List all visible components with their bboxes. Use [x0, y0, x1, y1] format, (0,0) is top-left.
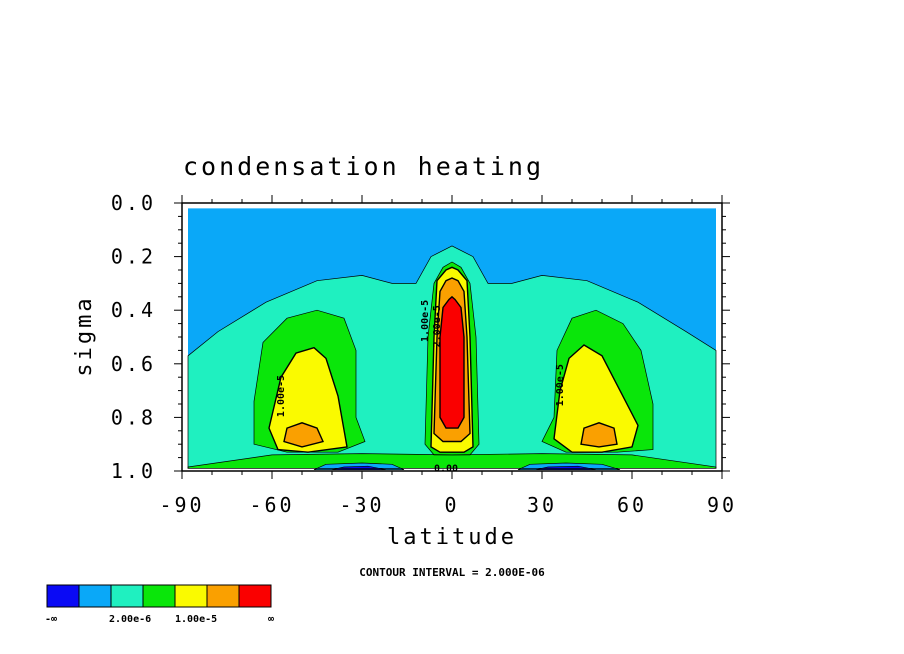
y-tick-label: 0.4	[111, 298, 156, 322]
contour-line-sh-midlat-green	[253, 309, 366, 453]
x-axis-label: latitude	[387, 525, 517, 550]
x-tick-label: 30	[527, 493, 557, 517]
x-tick-label: -60	[249, 493, 294, 517]
contour-label: 1.00e-5	[420, 300, 431, 342]
contour-line-nh-midlat-yellow	[553, 344, 639, 453]
colorbar-swatch	[78, 584, 112, 608]
y-tick-label: 0.8	[111, 405, 156, 429]
contour-line-sh-midlat-orange	[283, 422, 324, 448]
contour-line-mid-troposphere	[187, 245, 717, 469]
colorbar-swatch	[142, 584, 176, 608]
colorbar	[46, 584, 272, 608]
contour-line-tropics-red	[439, 295, 465, 429]
contour-label: 1.00e-5	[276, 375, 287, 417]
contour-region-nh-midlat-yellow	[554, 345, 638, 453]
contour-labels: 1.00e-51.00e-5 2.00e-51.00e-50.00	[276, 300, 566, 474]
y-tick-label: 0.6	[111, 352, 156, 376]
contour-label: 2.00e-5	[432, 305, 443, 347]
y-tick-label: 0.0	[111, 191, 156, 215]
colorbar-swatch	[238, 584, 272, 608]
chart-title: condensation heating	[183, 152, 544, 181]
y-tick-labels: 0.0 0.2 0.4 0.6 0.8 1.0	[111, 191, 156, 483]
contour-line-nh-midlat-orange	[580, 422, 618, 448]
colorbar-label: ∞	[268, 614, 274, 625]
contour-line-tropics-yellow	[430, 266, 474, 453]
contour-label: 1.00e-5	[555, 364, 566, 406]
x-tick-labels: -90 -60 -30 0 30 60 90	[159, 493, 737, 517]
contour-line-surface-green	[187, 453, 717, 469]
contour-region-sh-midlat-orange	[284, 422, 323, 447]
x-tick-label: -90	[159, 493, 204, 517]
colorbar-label: -∞	[45, 614, 57, 625]
y-axis-label: sigma	[72, 295, 97, 376]
contour-interval-note: CONTOUR INTERVAL = 2.000E-06	[359, 566, 545, 579]
contour-line-nh-surface-cooling-cyan	[517, 462, 621, 471]
y-tick-label: 0.2	[111, 245, 156, 269]
colorbar-swatch	[110, 584, 144, 608]
colorbar-swatch	[46, 584, 80, 608]
colorbar-label: 1.00e-5	[175, 614, 217, 625]
colorbar-labels: -∞ 2.00e-6 1.00e-5 ∞	[45, 614, 274, 625]
contour-lines	[187, 245, 717, 471]
contour-line-tropics-orange	[433, 277, 471, 443]
x-tick-label: -30	[339, 493, 384, 517]
contour-line-sh-midlat-yellow	[268, 346, 348, 453]
colorbar-swatch	[206, 584, 240, 608]
x-tick-label: 60	[617, 493, 647, 517]
y-tick-label: 1.0	[111, 459, 156, 483]
contour-label: 0.00	[434, 463, 458, 474]
contour-region-sh-midlat-yellow	[269, 347, 347, 453]
colorbar-label: 2.00e-6	[109, 614, 151, 625]
contour-line-sh-surface-cooling-cyan	[313, 462, 405, 471]
x-tick-label: 0	[444, 493, 459, 517]
contour-region-tropics-red	[440, 296, 464, 429]
contour-region-nh-midlat-orange	[581, 422, 617, 447]
contour-line-sh-surface-cooling-blue	[331, 465, 387, 471]
axis-ticks	[174, 195, 730, 479]
x-tick-label: 90	[707, 493, 737, 517]
contour-line-nh-midlat-green	[541, 309, 654, 453]
colorbar-swatch	[174, 584, 208, 608]
contour-line-nh-surface-cooling-blue	[535, 465, 597, 471]
